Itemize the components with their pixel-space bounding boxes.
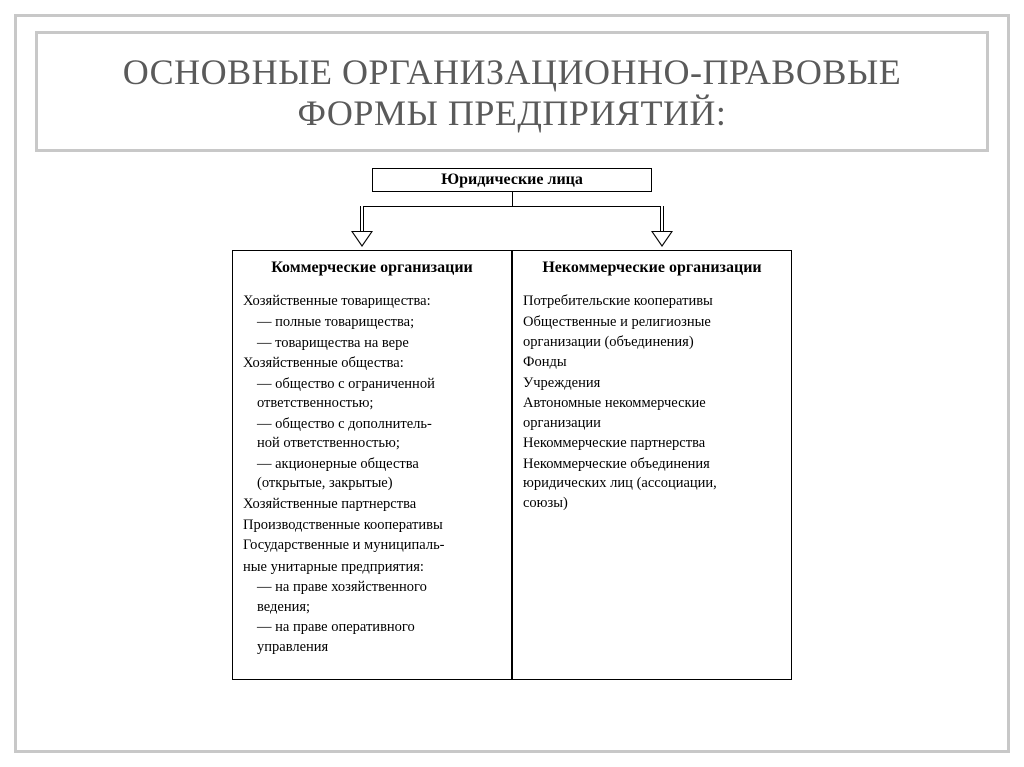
item-cont: управления [243, 638, 501, 658]
arrow-right-icon [651, 206, 673, 250]
item-cont: (открытые, закрытые) [243, 474, 501, 494]
item: полные товарищества; [243, 313, 501, 333]
item-cont: ответственностью; [243, 394, 501, 414]
group-hp: Хозяйственные партнерства [243, 495, 501, 515]
root-node: Юридические лица [372, 168, 652, 192]
item-cont: ной ответственностью; [243, 434, 501, 454]
slide-title: ОСНОВНЫЕ ОРГАНИЗАЦИОННО-ПРАВОВЫЕ ФОРМЫ П… [62, 52, 962, 135]
group-coop: Производственные кооперативы [243, 516, 501, 536]
arrow-left-icon [351, 206, 373, 250]
noncommercial-heading: Некоммерческие организации [523, 257, 781, 279]
item: Общественные и религиозные [523, 313, 781, 333]
item: на праве хозяйственного [243, 578, 501, 598]
item: Некоммерческие объединения [523, 455, 781, 475]
commercial-heading: Коммерческие организации [243, 257, 501, 279]
group-unitary-a: Государственные и муниципаль- [243, 536, 501, 556]
noncommercial-column: Некоммерческие организации Потребительск… [512, 250, 792, 680]
group-unitary-b: ные унитарные предприятия: [243, 558, 501, 578]
diagram: Юридические лица Коммерческие организаци… [232, 168, 792, 680]
item: на праве оперативного [243, 618, 501, 638]
item: общество с дополнитель- [243, 415, 501, 435]
item: Потребительские кооперативы [523, 292, 781, 312]
item-cont: ведения; [243, 598, 501, 618]
group-societies: Хозяйственные общества: [243, 354, 501, 374]
item: Автономные некоммерческие [523, 394, 781, 414]
slide: ОСНОВНЫЕ ОРГАНИЗАЦИОННО-ПРАВОВЫЕ ФОРМЫ П… [23, 31, 1001, 752]
item: Фонды [523, 353, 781, 373]
diagram-wrap: Юридические лица Коммерческие организаци… [23, 168, 1001, 680]
group-partnerships: Хозяйственные товарищества: [243, 292, 501, 312]
item: общество с ограниченной [243, 375, 501, 395]
outer-frame: ОСНОВНЫЕ ОРГАНИЗАЦИОННО-ПРАВОВЫЕ ФОРМЫ П… [14, 14, 1010, 753]
commercial-column: Коммерческие организации Хозяйственные т… [232, 250, 512, 680]
connector [232, 192, 792, 250]
item-cont: союзы) [523, 494, 781, 514]
item: Некоммерческие партнерства [523, 434, 781, 454]
item-cont: юридических лиц (ассоциации, [523, 474, 781, 494]
item: товарищества на вере [243, 334, 501, 354]
item-cont: организации (объединения) [523, 333, 781, 353]
columns: Коммерческие организации Хозяйственные т… [232, 250, 792, 680]
title-box: ОСНОВНЫЕ ОРГАНИЗАЦИОННО-ПРАВОВЫЕ ФОРМЫ П… [35, 31, 989, 152]
item: Учреждения [523, 374, 781, 394]
item-cont: организации [523, 414, 781, 434]
item: акционерные общества [243, 455, 501, 475]
